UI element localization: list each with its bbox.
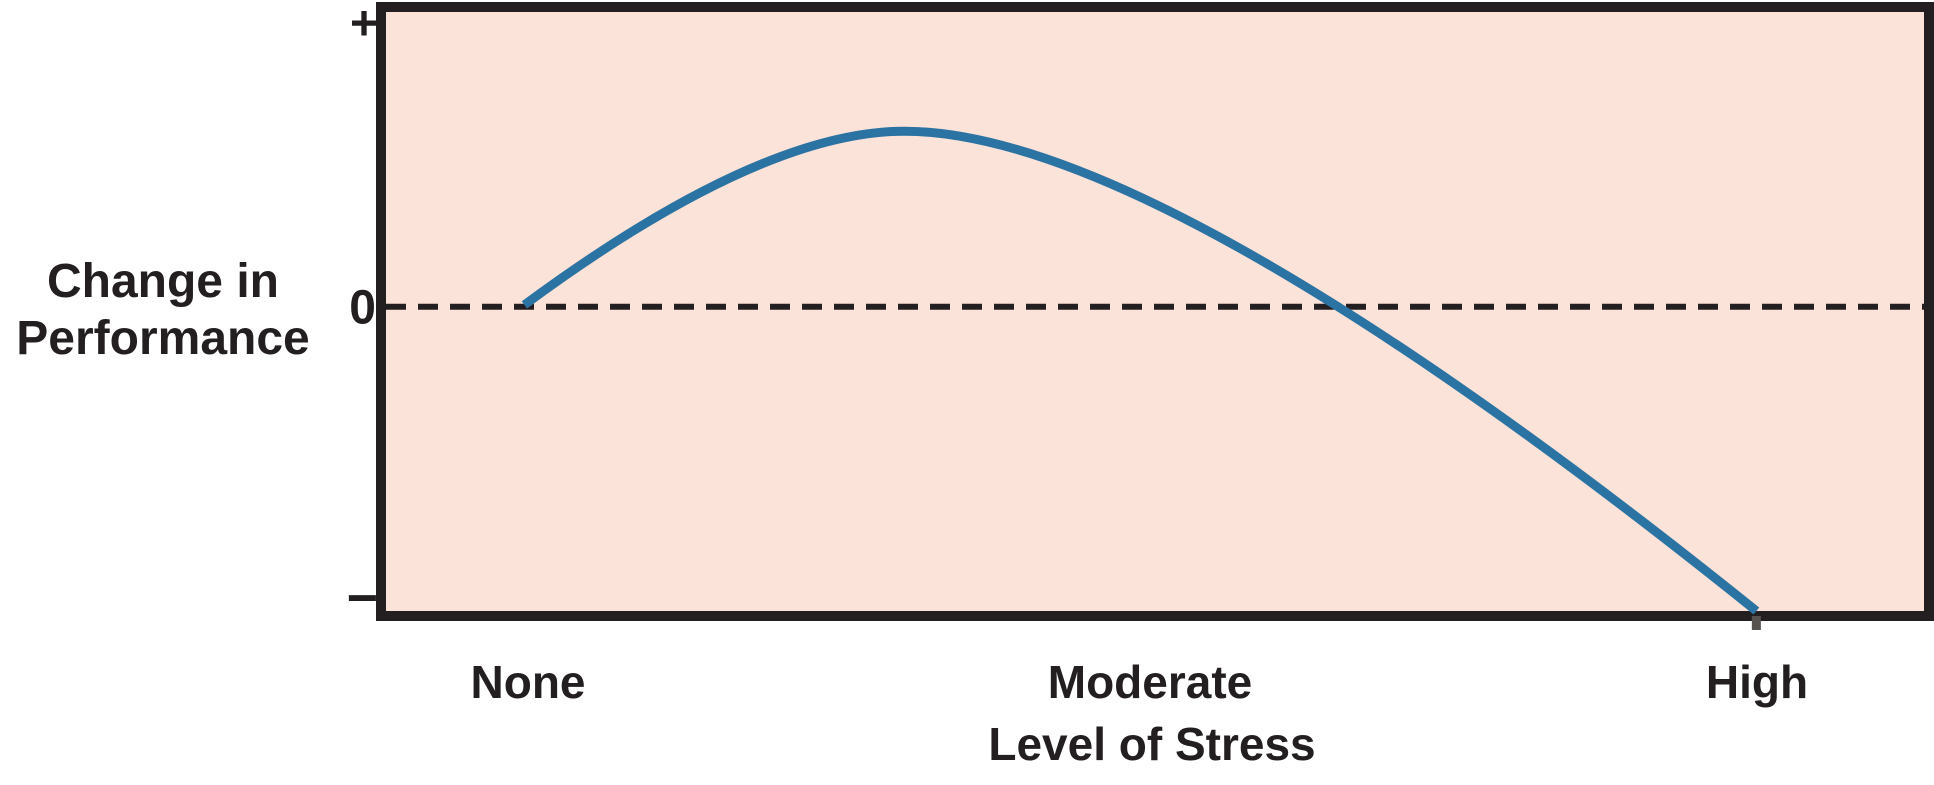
x-tick-label-moderate: Moderate [1047,656,1253,708]
y-axis-plus-marker: + [349,0,378,51]
x-axis-title: Level of Stress [988,718,1316,770]
y-axis-label-line1: Change in [46,255,279,308]
x-tick-label-high: High [1705,656,1809,708]
y-axis-label-line2: Performance [16,312,310,365]
plot-area [376,2,1934,621]
y-axis-label: Change in Performance [16,253,309,367]
performance-curve [521,126,1760,615]
y-axis-zero-marker: 0 [349,281,376,335]
y-axis-minus-marker: − [346,568,378,628]
x-tick-label-none: None [470,656,586,708]
